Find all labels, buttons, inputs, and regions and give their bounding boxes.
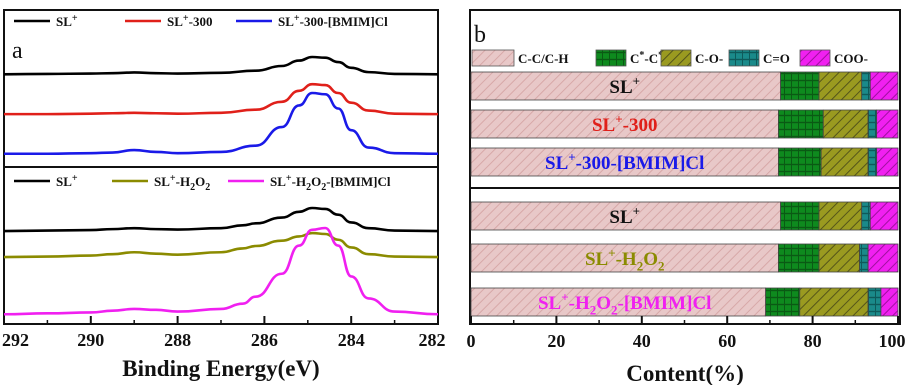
series-line bbox=[3, 55, 439, 76]
bar-segment bbox=[818, 71, 863, 101]
x-tick-label: 286 bbox=[251, 330, 278, 350]
legend-label: C=O bbox=[763, 51, 790, 66]
bar-segment bbox=[799, 287, 869, 317]
legend-swatch bbox=[660, 49, 692, 67]
bar-segment bbox=[869, 201, 899, 231]
bar-segment bbox=[818, 243, 860, 273]
panel-a: a SL+ SL+-300 SL+-300-[BMIM]Cl SL+ SL+-H2O2… bbox=[2, 9, 446, 381]
bar-segment bbox=[861, 201, 871, 231]
x-tick-label: 288 bbox=[164, 330, 191, 350]
bar-segment bbox=[470, 71, 781, 101]
legend-label: C-O- bbox=[695, 51, 723, 66]
bar-segment bbox=[867, 109, 878, 139]
bar-segment bbox=[880, 287, 899, 317]
bar-segment bbox=[861, 71, 871, 101]
bar-segment bbox=[780, 201, 820, 231]
bar-segment bbox=[859, 243, 869, 273]
bar-category-label: SL+ bbox=[609, 73, 640, 98]
x-tick-label: 60 bbox=[718, 331, 736, 351]
bar-category-label: SL+-H2O2-[BMIM]Cl bbox=[538, 289, 711, 317]
bar-segment bbox=[822, 109, 869, 139]
bar-segment bbox=[470, 243, 779, 273]
legend-swatch bbox=[728, 49, 760, 67]
bar-category-label: SL+ bbox=[609, 203, 640, 228]
legend-bottom: SL+ SL+-H2O2 SL+-H2O2-[BMIM]Cl bbox=[14, 173, 391, 193]
legend-swatch bbox=[471, 49, 515, 67]
bar-segment bbox=[867, 287, 882, 317]
bar-segment bbox=[876, 109, 899, 139]
bar-category-label: SL+-H2O2 bbox=[585, 245, 665, 273]
bar-segment bbox=[869, 71, 899, 101]
bar-segment bbox=[818, 201, 863, 231]
legend-top: SL+ SL+-300 SL+-300-[BMIM]Cl bbox=[14, 13, 388, 29]
bar-segment bbox=[470, 147, 779, 177]
bar-segment bbox=[820, 147, 869, 177]
legend-label: SL+-300-[BMIM]Cl bbox=[278, 13, 388, 29]
bar-segment bbox=[867, 243, 899, 273]
x-tick-label: 292 bbox=[2, 330, 29, 350]
x-tick-label: 20 bbox=[547, 331, 565, 351]
x-axis-ticks-b: 0 20 40 60 80 100 bbox=[467, 316, 906, 351]
legend-label: SL+-H2O2-[BMIM]Cl bbox=[270, 173, 391, 193]
x-tick-label: 290 bbox=[77, 330, 104, 350]
bar-category-label: SL+-300 bbox=[592, 111, 658, 136]
x-tick-label: 284 bbox=[338, 330, 365, 350]
legend-label: C-C/C-H bbox=[518, 51, 569, 66]
x-axis-title-b: Content(%) bbox=[626, 361, 744, 385]
stacked-bars bbox=[470, 71, 899, 317]
bar-segment bbox=[778, 243, 820, 273]
legend-label: SL+-H2O2 bbox=[154, 173, 210, 193]
series-line bbox=[4, 82, 439, 116]
legend-swatch bbox=[595, 49, 627, 67]
series-line bbox=[4, 91, 439, 156]
x-tick-label: 0 bbox=[467, 331, 476, 351]
series-line bbox=[3, 231, 439, 259]
bar-segment bbox=[876, 147, 899, 177]
bar-segment bbox=[470, 287, 767, 317]
bar-segment bbox=[778, 109, 824, 139]
x-axis-title-a: Binding Energy(eV) bbox=[122, 356, 319, 381]
bar-segment bbox=[780, 71, 820, 101]
bar-category-label: SL+-300-[BMIM]Cl bbox=[545, 149, 704, 174]
series-line bbox=[3, 226, 439, 316]
bar-segment bbox=[867, 147, 878, 177]
legend-label: SL+-300 bbox=[167, 13, 212, 29]
legend-label: SL+ bbox=[56, 13, 78, 29]
bar-segment bbox=[470, 201, 781, 231]
panel-a-letter: a bbox=[12, 38, 23, 64]
x-tick-label: 282 bbox=[419, 330, 446, 350]
series-line bbox=[3, 206, 439, 233]
x-tick-label: 100 bbox=[879, 331, 906, 351]
legend-label: SL+ bbox=[56, 173, 78, 189]
panel-b-letter: b bbox=[474, 22, 486, 48]
x-tick-label: 40 bbox=[633, 331, 651, 351]
bar-segment bbox=[778, 147, 822, 177]
bar-labels: SL+ SL+-300 SL+-300-[BMIM]Cl SL+ SL+-H2O2 SL+… bbox=[538, 73, 711, 317]
x-tick-label: 80 bbox=[804, 331, 822, 351]
legend-swatch bbox=[799, 49, 831, 67]
spectra-curves bbox=[3, 55, 439, 316]
bar-segment bbox=[765, 287, 801, 317]
legend-label: COO- bbox=[834, 51, 868, 66]
x-axis-ticks: 292 290 288 286 284 282 bbox=[2, 316, 446, 350]
